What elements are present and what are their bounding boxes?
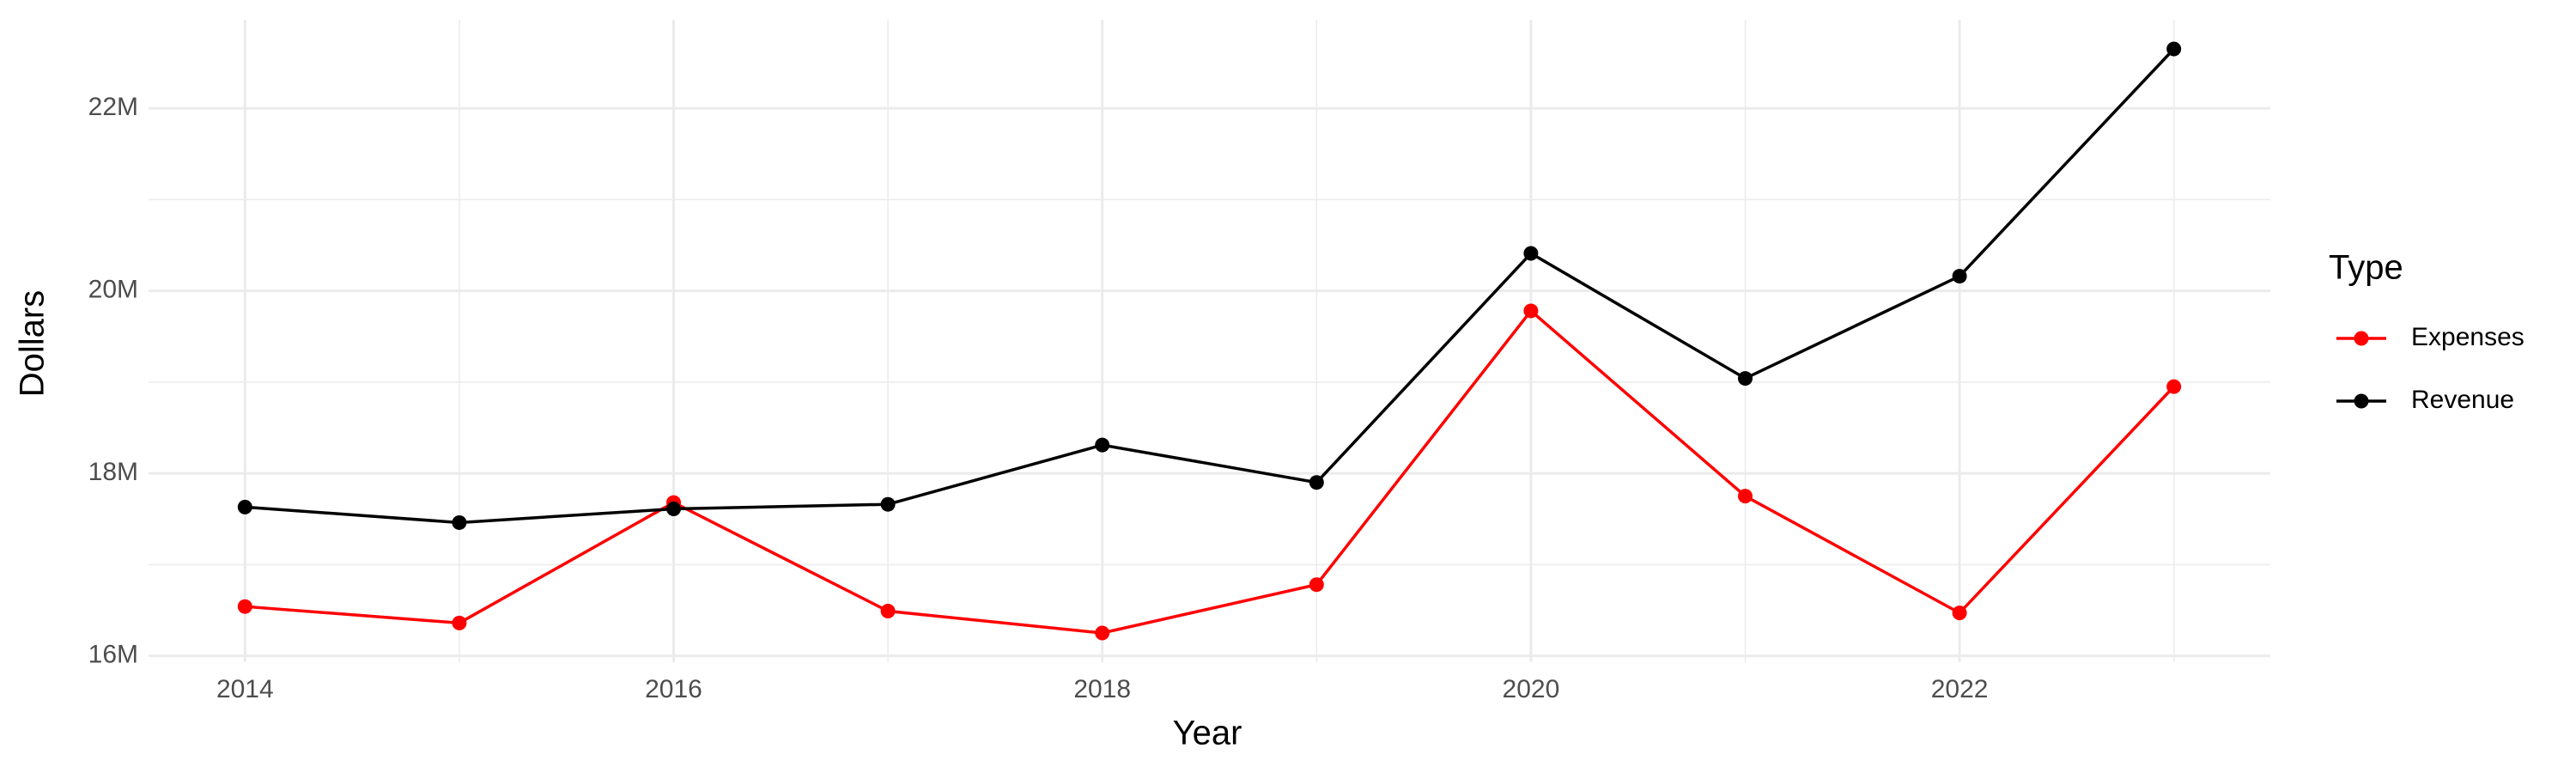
data-point [1952,606,1967,621]
legend-label: Revenue [2411,386,2514,414]
data-point [452,514,467,530]
x-axis-title: Year [1173,715,1242,752]
data-point [452,615,467,630]
data-point [1095,625,1110,641]
series-line [245,47,2175,525]
data-point [1952,269,1967,284]
legend-key-point [2354,393,2369,409]
data-point [880,604,896,618]
x-tick-label: 2018 [1073,675,1131,703]
data-point [1309,475,1324,490]
legend-title: Type [2329,249,2403,287]
data-point [880,496,896,512]
y-tick-label: 22M [88,93,138,121]
y-tick-label: 18M [88,458,138,486]
data-point [666,502,682,516]
data-point [2166,41,2182,57]
data-point [237,599,252,614]
data-point [1737,371,1753,386]
data-point [1523,303,1539,319]
y-tick-label: 20M [88,275,138,303]
data-point [1737,489,1753,504]
data-point [1095,437,1110,453]
legend-label: Expenses [2411,323,2524,351]
grid [149,20,2270,662]
data-point [2166,379,2182,394]
data-point [1523,246,1539,261]
data-point [237,499,252,514]
x-tick-label: 2014 [216,675,274,703]
x-tick-label: 2016 [645,675,702,703]
plot-marks [237,41,2182,641]
y-axis-title: Dollars [14,290,52,397]
y-tick-label: 16M [88,640,138,668]
series-line [245,308,2175,635]
x-tick-label: 2020 [1503,675,1560,703]
x-tick-label: 2022 [1931,675,1989,703]
legend-key-point [2354,331,2369,346]
data-point [1309,577,1324,593]
